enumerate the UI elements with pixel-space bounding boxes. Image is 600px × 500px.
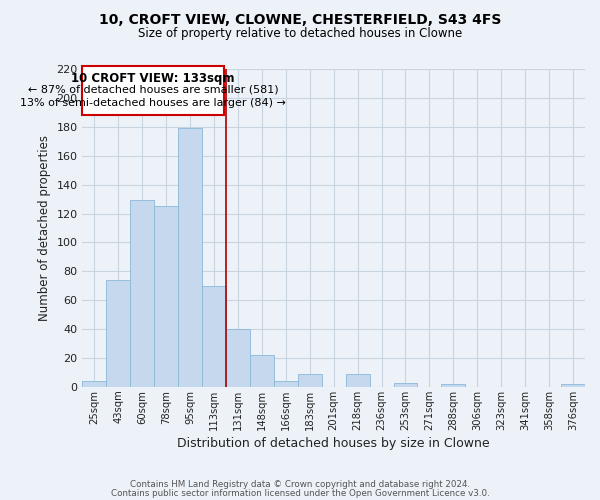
Text: ← 87% of detached houses are smaller (581): ← 87% of detached houses are smaller (58… [28, 85, 278, 95]
Bar [154, 206, 178, 387]
Bar [106, 280, 130, 387]
Text: 10 CROFT VIEW: 133sqm: 10 CROFT VIEW: 133sqm [71, 72, 235, 85]
Bar [130, 200, 154, 387]
Bar [82, 381, 106, 387]
Bar [178, 128, 202, 387]
Bar [250, 355, 274, 387]
FancyBboxPatch shape [82, 66, 224, 115]
Text: 10, CROFT VIEW, CLOWNE, CHESTERFIELD, S43 4FS: 10, CROFT VIEW, CLOWNE, CHESTERFIELD, S4… [99, 12, 501, 26]
Bar [298, 374, 322, 387]
Text: Size of property relative to detached houses in Clowne: Size of property relative to detached ho… [138, 28, 462, 40]
Text: 13% of semi-detached houses are larger (84) →: 13% of semi-detached houses are larger (… [20, 98, 286, 108]
Bar [274, 381, 298, 387]
Text: Contains HM Land Registry data © Crown copyright and database right 2024.: Contains HM Land Registry data © Crown c… [130, 480, 470, 489]
Y-axis label: Number of detached properties: Number of detached properties [38, 135, 51, 321]
Bar [442, 384, 466, 387]
Bar [346, 374, 370, 387]
Bar [394, 382, 418, 387]
X-axis label: Distribution of detached houses by size in Clowne: Distribution of detached houses by size … [178, 437, 490, 450]
Bar [202, 286, 226, 387]
Bar [226, 329, 250, 387]
Bar [561, 384, 585, 387]
Text: Contains public sector information licensed under the Open Government Licence v3: Contains public sector information licen… [110, 488, 490, 498]
